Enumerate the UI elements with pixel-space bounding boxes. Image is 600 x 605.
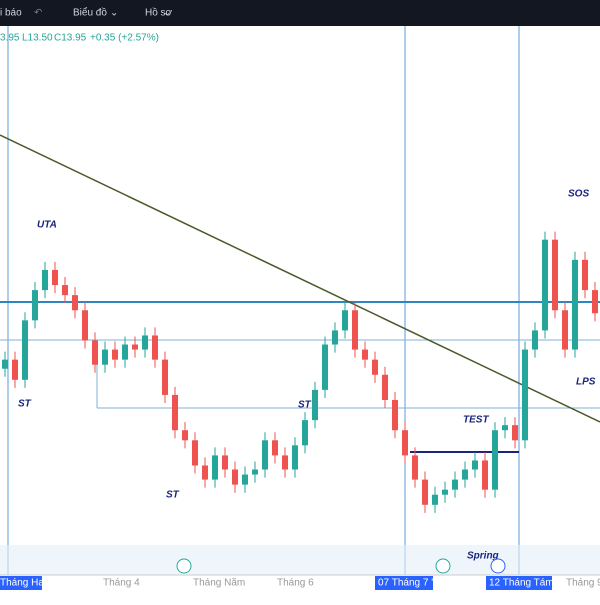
candle-body xyxy=(82,310,88,341)
candle-body xyxy=(392,399,398,431)
plot-area xyxy=(0,26,600,575)
candle-body xyxy=(282,455,288,470)
candle-body xyxy=(2,359,8,369)
candle-body xyxy=(432,494,438,505)
candle-body xyxy=(532,330,538,350)
candle-body xyxy=(322,344,328,390)
event-icon[interactable] xyxy=(490,558,506,574)
candle-body xyxy=(242,474,248,485)
candle-body xyxy=(562,310,568,350)
candle-body xyxy=(212,455,218,480)
candle-body xyxy=(12,359,18,380)
candle-body xyxy=(422,479,428,505)
x-label-box xyxy=(0,576,42,590)
candle-body xyxy=(182,430,188,441)
x-label-box xyxy=(375,576,433,590)
candle-body xyxy=(522,349,528,441)
annotation: Spring xyxy=(467,551,499,562)
candle-body xyxy=(132,344,138,350)
candle-body xyxy=(152,335,158,360)
annotation: LPS xyxy=(576,377,596,388)
candle-body xyxy=(362,349,368,360)
candle-body xyxy=(72,295,78,311)
x-tick-label: Tháng 6 xyxy=(277,578,314,589)
candle-body xyxy=(472,460,478,470)
event-icon[interactable] xyxy=(176,558,192,574)
x-tick-label: 12 Tháng Tám '21 xyxy=(489,578,570,589)
candle-body xyxy=(352,310,358,350)
annotation: ST xyxy=(18,399,32,410)
candle-body xyxy=(442,489,448,495)
candle-body xyxy=(52,269,58,286)
candle-body xyxy=(102,349,108,365)
candle-body xyxy=(382,374,388,400)
candle-body xyxy=(62,285,68,296)
annotation: ST xyxy=(166,490,180,501)
x-tick-label: Tháng Hai '21 xyxy=(0,578,62,589)
candle-body xyxy=(492,430,498,490)
candle-body xyxy=(42,269,48,291)
candle-body xyxy=(482,460,488,490)
candle-body xyxy=(222,455,228,470)
x-tick-label: Tháng 4 xyxy=(103,578,140,589)
annotation: TEST xyxy=(463,415,489,426)
candle-body xyxy=(142,335,148,350)
legend-item: +0.35 (+2.57%) xyxy=(90,33,159,44)
candle-body xyxy=(302,420,308,446)
candle-body xyxy=(192,440,198,466)
candle-body xyxy=(582,259,588,291)
candle-body xyxy=(402,430,408,456)
candle-body xyxy=(552,239,558,311)
candle-body xyxy=(172,394,178,431)
candle-body xyxy=(312,389,318,421)
candle-body xyxy=(332,330,338,345)
candle-body xyxy=(572,259,578,350)
candle-body xyxy=(462,469,468,480)
candle-body xyxy=(292,445,298,470)
toolbar xyxy=(0,0,600,26)
toolbar-item[interactable]: i báo xyxy=(0,8,22,19)
candle-body xyxy=(512,425,518,441)
x-tick-label: 07 Tháng 7 '21 xyxy=(378,578,445,589)
candle-body xyxy=(272,440,278,456)
legend-item: C13.95 xyxy=(54,33,87,44)
candle-body xyxy=(412,455,418,480)
candle-body xyxy=(92,340,98,365)
legend-item: 3.95 xyxy=(0,33,20,44)
candle-body xyxy=(542,239,548,331)
legend-item: L13.50 xyxy=(22,33,53,44)
dropdown-icon[interactable]: ⌄ xyxy=(163,8,171,19)
candle-body xyxy=(342,310,348,331)
x-tick-label: Tháng Năm xyxy=(193,578,245,589)
trend-line xyxy=(0,134,600,423)
candle-body xyxy=(452,479,458,490)
candle-body xyxy=(252,469,258,475)
candle-body xyxy=(32,290,38,321)
candle-body xyxy=(372,359,378,375)
x-tick-label: Tháng 9 xyxy=(566,578,600,589)
candle-body xyxy=(202,465,208,480)
event-icon[interactable] xyxy=(435,558,451,574)
candle-body xyxy=(502,425,508,431)
undo-icon[interactable]: ↶ xyxy=(34,8,42,19)
candle-body xyxy=(122,344,128,360)
candle-body xyxy=(112,349,118,360)
volume-area xyxy=(0,545,600,575)
annotation: UTA xyxy=(37,220,57,231)
toolbar-item[interactable]: Biểu đồ xyxy=(73,7,107,19)
candles xyxy=(2,231,598,513)
candle-body xyxy=(592,290,598,314)
candle-body xyxy=(232,469,238,485)
candle-body xyxy=(162,359,168,395)
candle-body xyxy=(22,320,28,380)
annotation: ST xyxy=(298,400,312,411)
annotation: SOS xyxy=(568,189,589,200)
dropdown-icon[interactable]: ⌄ xyxy=(110,8,118,19)
candle-body xyxy=(262,440,268,470)
toolbar-item[interactable]: Hồ sơ xyxy=(145,7,173,19)
x-label-box xyxy=(486,576,552,590)
